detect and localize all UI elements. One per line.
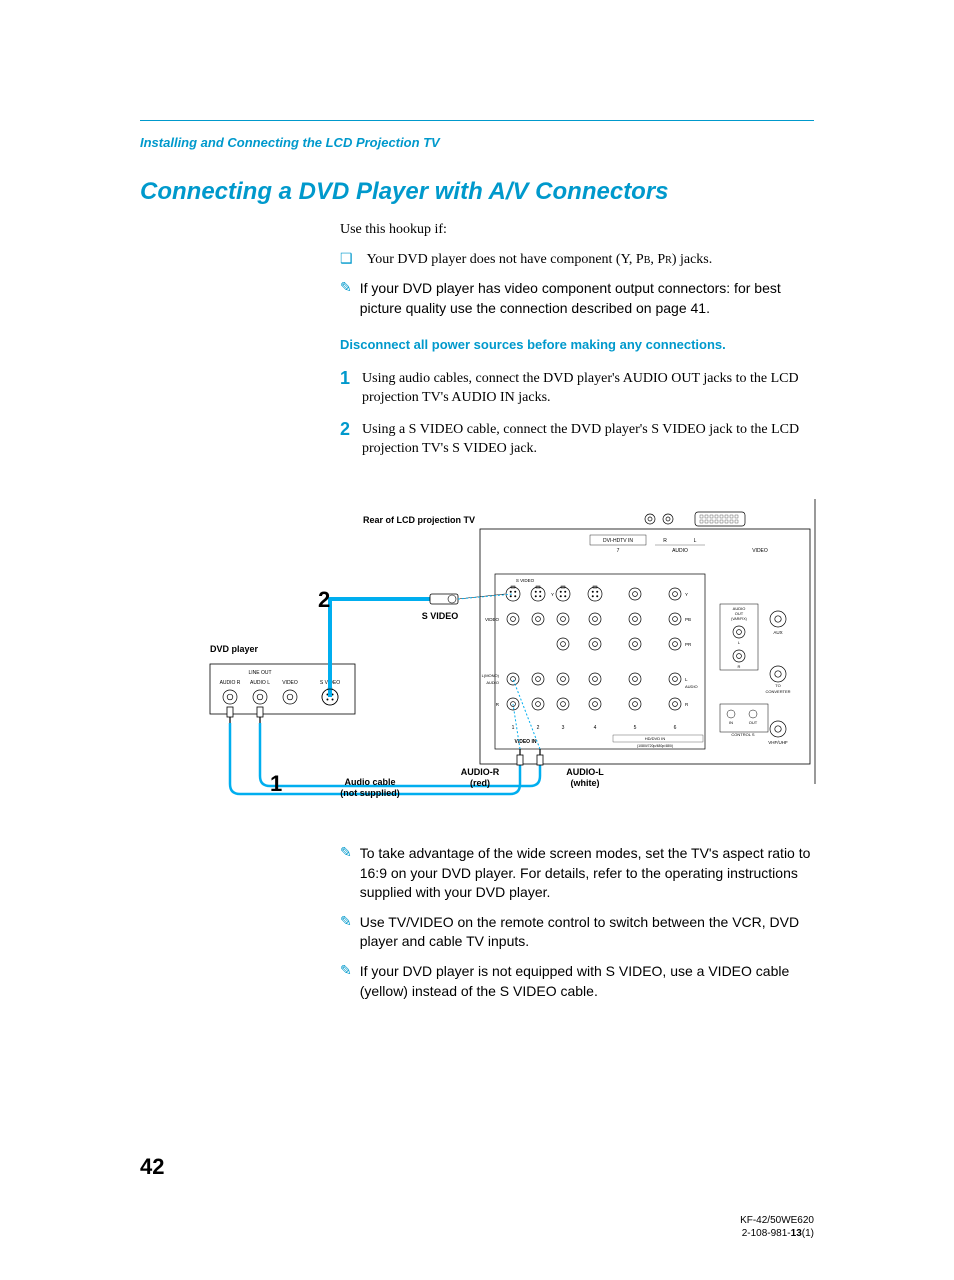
tip-text: To take advantage of the wide screen mod… — [360, 844, 814, 903]
diagram-svg: Rear of LCD projection TVDVI-HDTV IN7RLA… — [170, 489, 820, 809]
svg-text:R: R — [738, 664, 741, 669]
tip-top: ✎ If your DVD player has video component… — [340, 279, 814, 318]
page-number: 42 — [140, 1154, 164, 1180]
svg-text:L: L — [738, 640, 741, 645]
step-text: Using a S VIDEO cable, connect the DVD p… — [362, 420, 814, 459]
svg-text:DVI-HDTV IN: DVI-HDTV IN — [603, 538, 633, 544]
svg-text:AUX: AUX — [773, 630, 782, 635]
svg-text:OUT: OUT — [735, 611, 744, 616]
svg-text:1: 1 — [512, 725, 515, 731]
svg-text:R: R — [685, 702, 689, 707]
warning-text: Disconnect all power sources before maki… — [340, 336, 814, 354]
svg-text:AUDIO-R: AUDIO-R — [461, 767, 500, 777]
svg-text:VHF/UHF: VHF/UHF — [768, 740, 788, 745]
svg-text:5: 5 — [634, 725, 637, 731]
svg-text:L: L — [694, 538, 697, 544]
svg-text:S VIDEO: S VIDEO — [422, 611, 459, 621]
svg-text:R: R — [496, 702, 500, 707]
svg-text:(red): (red) — [470, 778, 490, 788]
svg-text:7: 7 — [617, 548, 620, 554]
svg-text:2: 2 — [318, 587, 330, 612]
svg-text:VIDEO IN: VIDEO IN — [515, 739, 537, 745]
svg-text:Rear of LCD projection TV: Rear of LCD projection TV — [363, 515, 475, 525]
svg-text:AUDIO: AUDIO — [486, 680, 499, 685]
svg-text:TO: TO — [775, 683, 780, 688]
svg-text:6: 6 — [674, 725, 677, 731]
svg-text:PB: PB — [685, 617, 691, 622]
svg-text:DVD player: DVD player — [210, 644, 259, 654]
svg-text:PR: PR — [685, 642, 692, 647]
svg-text:(1080i/720p/480p/480i): (1080i/720p/480p/480i) — [637, 744, 673, 748]
svg-text:AUDIO: AUDIO — [685, 684, 698, 689]
svg-text:OUT: OUT — [749, 720, 758, 725]
svg-text:(white): (white) — [571, 778, 600, 788]
svg-text:Y: Y — [551, 592, 554, 597]
svg-text:R: R — [663, 538, 667, 544]
bullet-icon: ❑ — [340, 250, 353, 267]
svg-text:VIDEO: VIDEO — [485, 617, 500, 622]
connection-diagram: Rear of LCD projection TVDVI-HDTV IN7RLA… — [170, 489, 814, 814]
page-title: Connecting a DVD Player with A/V Connect… — [140, 178, 814, 206]
pencil-icon: ✎ — [340, 279, 352, 296]
svg-text:L: L — [685, 677, 688, 682]
tip-item: ✎ To take advantage of the wide screen m… — [340, 844, 814, 903]
manual-page: Installing and Connecting the LCD Projec… — [0, 0, 954, 1280]
svg-text:2: 2 — [537, 725, 540, 731]
svg-text:VIDEO: VIDEO — [282, 680, 298, 686]
svg-text:VIDEO: VIDEO — [752, 548, 768, 554]
tips-bottom: ✎ To take advantage of the wide screen m… — [340, 844, 814, 1001]
pencil-icon: ✎ — [340, 913, 352, 930]
svg-text:1: 1 — [270, 771, 282, 796]
step-2: 2 Using a S VIDEO cable, connect the DVD… — [340, 420, 814, 459]
svg-text:AUDIO-L: AUDIO-L — [566, 767, 604, 777]
intro-text: Use this hookup if: — [340, 220, 814, 240]
tip-item: ✎ Use TV/VIDEO on the remote control to … — [340, 913, 814, 952]
svg-text:3: 3 — [562, 725, 565, 731]
tip-text: If your DVD player has video component o… — [360, 279, 814, 318]
svg-text:(not supplied): (not supplied) — [340, 788, 400, 798]
svg-text:AUDIO: AUDIO — [672, 548, 688, 554]
top-rule — [140, 120, 814, 121]
step-text: Using audio cables, connect the DVD play… — [362, 369, 814, 408]
step-1: 1 Using audio cables, connect the DVD pl… — [340, 369, 814, 408]
tip-text: Use TV/VIDEO on the remote control to sw… — [360, 913, 814, 952]
footer: KF-42/50WE620 2-108-981-13(1) — [740, 1214, 814, 1240]
footer-model: KF-42/50WE620 — [740, 1214, 814, 1227]
tip-item: ✎ If your DVD player is not equipped wit… — [340, 962, 814, 1001]
svg-text:(VAR/FIX): (VAR/FIX) — [731, 617, 747, 621]
svg-text:HD/DVD IN: HD/DVD IN — [645, 736, 666, 741]
pencil-icon: ✎ — [340, 962, 352, 979]
bullet-text: Your DVD player does not have component … — [367, 250, 814, 270]
svg-text:AUDIO R: AUDIO R — [220, 680, 241, 686]
svg-text:S VIDEO: S VIDEO — [516, 578, 535, 583]
svg-text:CONTROL S: CONTROL S — [731, 732, 755, 737]
svg-text:Audio cable: Audio cable — [344, 777, 395, 787]
svg-text:CONVERTER: CONVERTER — [765, 689, 790, 694]
section-header: Installing and Connecting the LCD Projec… — [140, 135, 814, 150]
tip-text: If your DVD player is not equipped with … — [360, 962, 814, 1001]
step-number: 1 — [340, 369, 350, 389]
svg-text:4: 4 — [594, 725, 597, 731]
svg-text:IN: IN — [729, 720, 733, 725]
svg-text:L(MONO): L(MONO) — [482, 673, 500, 678]
svg-text:Y: Y — [685, 592, 688, 597]
svg-text:AUDIO L: AUDIO L — [250, 680, 270, 686]
bullet-item: ❑ Your DVD player does not have componen… — [340, 250, 814, 270]
step-number: 2 — [340, 420, 350, 440]
svg-text:LINE OUT: LINE OUT — [248, 670, 271, 676]
body-content: Use this hookup if: ❑ Your DVD player do… — [340, 220, 814, 459]
pencil-icon: ✎ — [340, 844, 352, 861]
footer-docnum: 2-108-981-13(1) — [740, 1227, 814, 1240]
